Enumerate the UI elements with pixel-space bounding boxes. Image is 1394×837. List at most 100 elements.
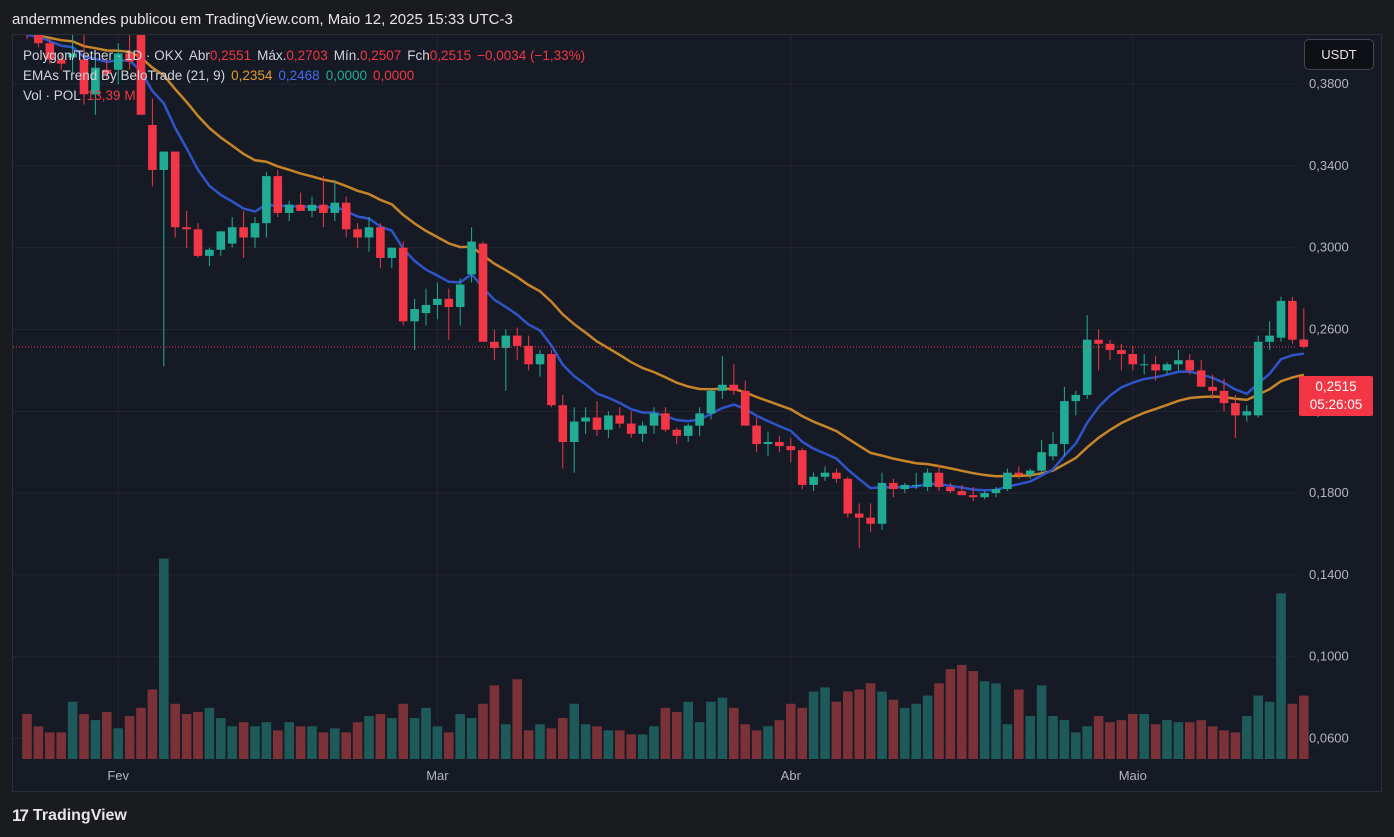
candle-body (376, 227, 385, 258)
x-tick-label: Mar (426, 768, 449, 783)
volume-bar (751, 730, 762, 759)
candle-body (56, 59, 66, 64)
candle-body (604, 415, 613, 430)
price-chart[interactable]: 0,38000,34000,30000,26000,22000,18000,14… (13, 35, 1382, 792)
volume-bar (1116, 720, 1127, 759)
tradingview-logo[interactable]: 17 TradingView (12, 806, 127, 826)
volume-bar (854, 689, 864, 759)
candle-body (1253, 341, 1263, 416)
currency-button[interactable]: USDT (1304, 39, 1374, 70)
volume-bar (945, 669, 956, 759)
candle-body (946, 486, 955, 492)
candle-body (1060, 401, 1069, 445)
last-price-tag: 0,2515 05:26:05 (1299, 376, 1373, 416)
volume-bar (318, 732, 329, 759)
candle-body (752, 425, 761, 445)
candle-body (1242, 411, 1252, 416)
candle-body (68, 53, 77, 58)
volume-bar (352, 722, 363, 759)
volume-bar (843, 691, 853, 759)
volume-bar (934, 683, 944, 759)
candle-body (341, 202, 351, 230)
author-line: andermmendes publicou em TradingView.com… (12, 11, 513, 28)
candle-body (91, 67, 100, 95)
candle-body (1208, 386, 1217, 391)
volume-bar (102, 711, 112, 759)
volume-bar (1025, 716, 1035, 759)
volume-bar (79, 714, 89, 759)
candle-body (102, 69, 112, 74)
volume-bar (181, 714, 192, 759)
volume-bar (398, 703, 408, 759)
volume-bar (1093, 716, 1104, 759)
candle-body (592, 417, 602, 430)
volume-bar (820, 687, 830, 759)
volume-bar (1071, 732, 1081, 759)
volume-bar (1299, 695, 1309, 759)
y-tick-label: 0,1800 (1309, 485, 1349, 500)
volume-bar (113, 728, 123, 759)
last-price-value: 0,2515 (1315, 379, 1357, 394)
chart-panel[interactable]: 0,38000,34000,30000,26000,22000,18000,14… (12, 34, 1382, 792)
volume-bar (261, 722, 272, 759)
y-tick-label: 0,3400 (1309, 158, 1349, 173)
volume-bar (717, 697, 728, 759)
y-tick-label: 0,1400 (1309, 567, 1349, 582)
candle-body (1003, 472, 1012, 490)
candle-body (490, 341, 499, 348)
candle-body (683, 425, 693, 436)
candle-body (170, 151, 180, 228)
candle-body (501, 335, 511, 348)
candle-body (569, 421, 579, 442)
volume-bar (1264, 701, 1275, 759)
candle-body (911, 484, 921, 486)
candle-body (1288, 300, 1297, 340)
volume-bar (147, 689, 158, 759)
volume-bar (672, 711, 682, 759)
candle-body (250, 223, 260, 238)
candle-body (740, 390, 750, 426)
candle-body (695, 413, 704, 426)
candle-body (239, 227, 248, 238)
volume-bar (478, 703, 488, 759)
volume-bar (238, 722, 249, 759)
volume-bar (1230, 732, 1241, 759)
x-tick-label: Abr (781, 768, 802, 783)
tradingview-logo-icon: 17 (12, 806, 29, 825)
volume-bar (193, 711, 203, 759)
candle-body (205, 249, 214, 256)
candle-body (262, 176, 271, 224)
candle-body (182, 227, 191, 230)
candle-body (889, 482, 898, 490)
candle-body (1219, 390, 1229, 404)
volume-bar (1207, 726, 1218, 759)
volume-bar (911, 703, 921, 759)
candle-body (809, 476, 818, 485)
volume-bar (22, 714, 32, 759)
candle-body (284, 204, 294, 213)
candle-body (433, 298, 442, 305)
volume-bar (683, 701, 693, 759)
volume-bar (660, 707, 671, 759)
candle-body (1128, 354, 1138, 365)
candle-body (786, 446, 796, 451)
candle-body (1231, 403, 1240, 416)
candle-body (547, 354, 556, 406)
candle-body (775, 441, 784, 447)
y-tick-label: 0,3800 (1309, 76, 1349, 91)
x-tick-label: Fev (107, 768, 129, 783)
y-tick-label: 0,2600 (1309, 322, 1349, 337)
volume-bar (979, 681, 990, 759)
candle-body (1276, 300, 1286, 338)
candle-body (1185, 360, 1195, 371)
volume-bar (523, 730, 534, 759)
volume-bar (957, 664, 967, 759)
candle-body (866, 517, 875, 524)
candle-body (410, 309, 419, 322)
volume-bar (409, 718, 420, 759)
volume-bar (603, 730, 614, 759)
volume-bar (501, 724, 511, 759)
candle-body (387, 247, 397, 258)
volume-bar (1048, 716, 1058, 759)
candle-body (353, 229, 362, 238)
